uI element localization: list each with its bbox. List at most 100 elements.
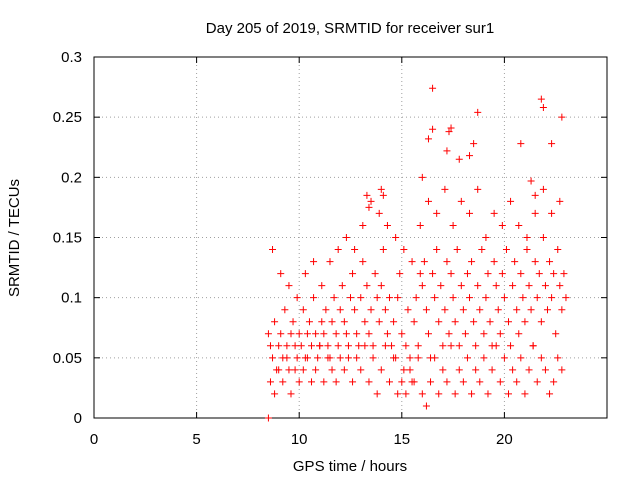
data-point — [474, 282, 482, 290]
y-axis-label: SRMTID / TECUs — [6, 179, 23, 297]
data-point — [338, 282, 346, 290]
data-point — [342, 330, 350, 338]
data-point — [533, 378, 541, 386]
data-point — [357, 294, 365, 302]
data-point — [447, 124, 455, 132]
y-tick-label: 0.25 — [53, 109, 82, 126]
data-point — [470, 140, 478, 148]
data-point — [377, 366, 385, 374]
x-axis-label: GPS time / hours — [293, 458, 407, 475]
x-tick-label: 20 — [496, 431, 513, 448]
data-point — [445, 330, 453, 338]
data-point — [476, 306, 484, 314]
data-point — [468, 390, 476, 398]
data-point — [537, 318, 545, 326]
data-point — [314, 354, 322, 362]
data-point — [429, 84, 437, 92]
x-tick-label: 15 — [393, 431, 410, 448]
data-point — [381, 306, 389, 314]
data-point — [439, 366, 447, 374]
data-point — [402, 390, 410, 398]
data-point — [459, 378, 467, 386]
data-point — [285, 282, 293, 290]
data-point — [490, 209, 498, 217]
data-point — [455, 366, 463, 374]
data-point — [402, 342, 410, 350]
data-point — [443, 378, 451, 386]
data-point — [385, 378, 393, 386]
data-point — [324, 342, 332, 350]
data-point — [492, 282, 500, 290]
data-point — [457, 197, 465, 205]
data-point — [388, 342, 396, 350]
data-point — [558, 306, 566, 314]
data-point — [353, 330, 361, 338]
data-point — [351, 246, 359, 254]
data-point — [525, 282, 533, 290]
data-point — [496, 330, 504, 338]
data-point — [511, 258, 519, 266]
data-point — [517, 270, 525, 278]
data-point — [433, 246, 441, 254]
data-point — [385, 294, 393, 302]
data-point — [320, 330, 328, 338]
data-point — [295, 330, 303, 338]
data-point — [449, 294, 457, 302]
data-point — [390, 354, 398, 362]
data-point — [539, 234, 547, 241]
data-point — [363, 282, 371, 290]
data-point — [435, 390, 443, 398]
data-point — [349, 270, 357, 278]
data-point — [463, 270, 471, 278]
data-point — [394, 294, 402, 302]
data-point — [349, 378, 357, 386]
y-tick-label: 0.15 — [53, 230, 82, 247]
data-point — [431, 354, 439, 362]
data-point — [379, 191, 387, 199]
data-point — [328, 318, 336, 326]
data-point — [424, 135, 432, 143]
data-point — [543, 306, 551, 314]
data-point — [373, 294, 381, 302]
data-point — [537, 354, 545, 362]
data-point — [285, 366, 293, 374]
data-point — [287, 390, 295, 398]
data-point — [529, 342, 537, 350]
data-point — [546, 390, 554, 398]
data-point — [422, 402, 430, 410]
data-point — [406, 354, 414, 362]
data-point — [515, 221, 523, 229]
data-point — [363, 191, 371, 199]
data-point — [303, 330, 311, 338]
data-point — [277, 270, 285, 278]
data-point — [523, 246, 531, 254]
axis-ticks — [93, 56, 607, 419]
data-point — [509, 282, 517, 290]
data-point — [369, 342, 377, 350]
data-point — [414, 354, 422, 362]
data-point — [507, 342, 515, 350]
data-point — [494, 306, 502, 314]
data-point — [429, 270, 437, 278]
data-point — [558, 113, 566, 121]
data-point — [383, 221, 391, 229]
data-point — [515, 330, 523, 338]
data-point — [375, 209, 383, 217]
data-point — [283, 342, 291, 350]
data-point — [303, 354, 311, 362]
data-point — [441, 185, 449, 193]
data-point — [416, 270, 424, 278]
data-point — [266, 342, 274, 350]
data-point — [505, 318, 513, 326]
data-point — [344, 354, 352, 362]
data-point — [420, 258, 428, 266]
data-point — [275, 342, 283, 350]
data-point — [513, 306, 521, 314]
data-point — [498, 270, 506, 278]
data-point — [412, 294, 420, 302]
data-point — [299, 306, 307, 314]
data-point — [474, 108, 482, 116]
data-point — [496, 378, 504, 386]
data-point — [525, 366, 533, 374]
